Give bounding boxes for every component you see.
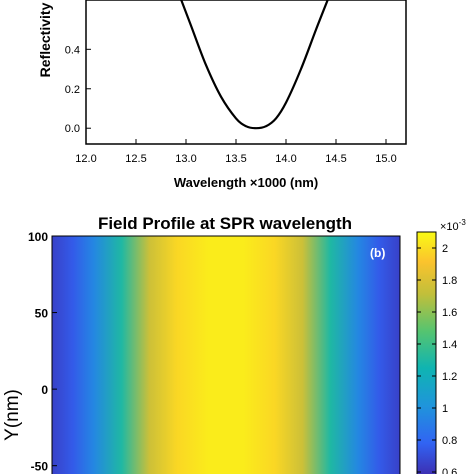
reflectivity-x-tick-label: 15.0	[375, 153, 396, 165]
colorbar-tick-label: 1	[442, 403, 448, 415]
reflectivity-x-tick-label: 12.5	[125, 153, 146, 165]
reflectivity-plot-frame	[85, 0, 407, 145]
reflectivity-x-tick-label: 13.0	[175, 153, 196, 165]
reflectivity-y-axis-label: Reflectivity	[37, 2, 53, 77]
reflectivity-x-ticks: 12.0 12.5 13.0 13.5 14.0 14.5 15.0	[75, 139, 397, 165]
reflectivity-panel: 0.0 0.2 0.4 12.0 12.5 13.0 13.5 14.0 14.5 15.0 R…	[37, 0, 407, 190]
colorbar-exponent-power: -3	[459, 218, 467, 227]
heatmap-y-tick-label: 0	[41, 383, 48, 397]
reflectivity-y-tick-label: 0.2	[65, 84, 80, 96]
heatmap-y-tick-label: 100	[28, 230, 48, 244]
colorbar-tick-label: 0.8	[442, 435, 457, 447]
colorbar-tick-label: 1.8	[442, 275, 457, 287]
reflectivity-y-ticks: 0.0 0.2 0.4	[65, 44, 91, 135]
heatmap-y-ticks: 100 50 0 -50	[28, 230, 57, 474]
field-profile-panel: Field Profile at SPR wavelength (b) 100 5…	[2, 214, 466, 474]
panel-label-b: (b)	[370, 246, 385, 260]
reflectivity-y-tick-label: 0.0	[65, 123, 80, 135]
field-profile-title: Field Profile at SPR wavelength	[98, 214, 352, 233]
colorbar-tick-label: 1.4	[442, 339, 457, 351]
reflectivity-x-tick-label: 14.5	[325, 153, 346, 165]
colorbar-tick-label: 0.6	[442, 467, 457, 474]
colorbar-exponent: ×10-3	[440, 218, 466, 233]
colorbar-tick-label: 2	[442, 243, 448, 255]
field-heatmap-frame	[51, 235, 401, 474]
reflectivity-curve	[180, 0, 329, 130]
colorbar-ticks: 2 1.8 1.6 1.4 1.2 1 0.8 0.6	[417, 243, 457, 474]
reflectivity-x-tick-label: 13.5	[225, 153, 246, 165]
heatmap-y-tick-label: 50	[35, 307, 49, 321]
field-heatmap	[52, 236, 400, 474]
heatmap-y-axis-label: Y(nm)	[2, 389, 23, 441]
heatmap-y-tick-label: -50	[31, 460, 49, 474]
reflectivity-x-tick-label: 12.0	[75, 153, 96, 165]
colorbar-tick-label: 1.2	[442, 371, 457, 383]
reflectivity-x-axis-label: Wavelength ×1000 (nm)	[174, 175, 318, 190]
colorbar	[416, 231, 437, 474]
colorbar-tick-label: 1.6	[442, 307, 457, 319]
reflectivity-y-tick-label: 0.4	[65, 44, 80, 56]
reflectivity-x-tick-label: 14.0	[275, 153, 296, 165]
